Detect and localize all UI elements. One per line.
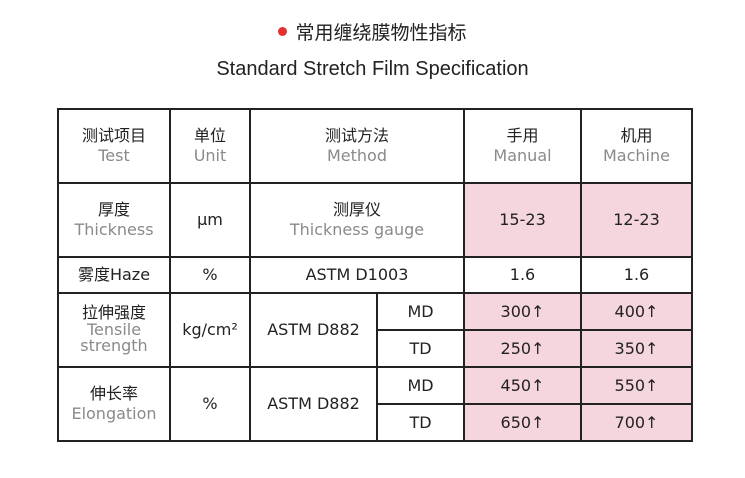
unit: % [169, 366, 251, 442]
direction: TD [376, 329, 465, 368]
table-row: TD 650↑ 700↑ [58, 403, 693, 442]
table-row: 伸长率 Elongation % ASTM D882 MD 450↑ 550↑ [57, 366, 693, 442]
machine-value: 400↑ [580, 292, 693, 331]
unit: μm [169, 182, 251, 258]
header-test: 测试项目 Test [57, 108, 171, 184]
test-name: 厚度 Thickness [57, 182, 171, 258]
header-row: 测试项目 Test 单位 Unit 测试方法 Method 手用 Manual 机用 Ma… [57, 108, 693, 184]
direction: TD [376, 403, 465, 442]
machine-value: 350↑ [580, 329, 693, 368]
title-cn-text: 常用缠绕膜物性指标 [295, 22, 467, 44]
header-machine: 机用 Machine [580, 108, 693, 184]
table-row: 厚度 Thickness μm 测厚仪 Thickness gauge 15-23 … [57, 182, 693, 258]
header-manual: 手用 Manual [463, 108, 582, 184]
manual-value: 15-23 [463, 182, 582, 258]
table-row: 拉伸强度 Tensile strength kg/cm² ASTM D882 MD… [57, 292, 693, 368]
machine-value: 1.6 [580, 256, 693, 294]
unit: kg/cm² [169, 292, 251, 368]
table-row: TD 250↑ 350↑ [58, 329, 693, 368]
title-en: Standard Stretch Film Specification [216, 58, 529, 80]
method: 测厚仪 Thickness gauge [249, 182, 465, 258]
machine-value: 550↑ [580, 366, 693, 405]
machine-value: 700↑ [580, 403, 693, 442]
test-name: 伸长率 Elongation [57, 366, 171, 442]
test-name: 拉伸强度 Tensile strength [57, 292, 171, 368]
method: ASTM D1003 [249, 256, 465, 294]
manual-value: 650↑ [463, 403, 582, 442]
manual-value: 250↑ [463, 329, 582, 368]
header-method: 测试方法 Method [249, 108, 465, 184]
unit: % [169, 256, 251, 294]
method: ASTM D882 [249, 366, 378, 442]
manual-value: 1.6 [463, 256, 582, 294]
bullet-dot-icon [278, 27, 288, 36]
table-row: 雾度Haze % ASTM D1003 1.6 1.6 [57, 256, 693, 294]
machine-value: 12-23 [580, 182, 693, 258]
test-name: 雾度Haze [57, 256, 171, 294]
manual-value: 300↑ [463, 292, 582, 331]
spec-table: 测试项目 Test 单位 Unit 测试方法 Method 手用 Manual 机用 Ma… [57, 108, 693, 442]
method: ASTM D882 [249, 292, 378, 368]
title-cn: 常用缠绕膜物性指标 [0, 18, 745, 45]
header-unit: 单位 Unit [169, 108, 251, 184]
direction: MD [376, 366, 465, 405]
direction: MD [376, 292, 465, 331]
manual-value: 450↑ [463, 366, 582, 405]
